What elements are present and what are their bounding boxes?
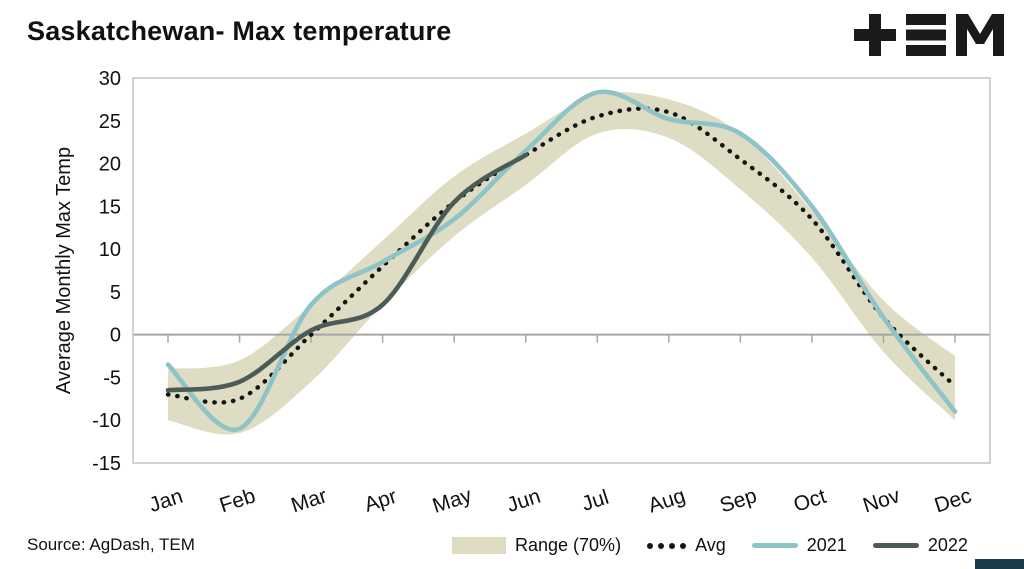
legend-label-range: Range (70%): [515, 535, 622, 555]
chart-legend: Range (70%) Avg 2021 2022: [452, 535, 968, 556]
line-2022-swatch: [872, 543, 919, 548]
y-tick-label: 10: [99, 239, 121, 261]
legend-item-range: Range (70%): [452, 535, 621, 556]
chart-title: Saskatchewan- Max temperature: [27, 16, 452, 46]
series-2021-line: [165, 89, 958, 433]
y-tick-label: 25: [99, 111, 121, 133]
legend-label-2021: 2021: [806, 535, 847, 555]
logo-bar-2: [906, 29, 946, 41]
y-tick-label: 15: [99, 196, 121, 218]
legend-item-avg: Avg: [647, 535, 726, 556]
x-tick-label: Feb: [217, 484, 259, 517]
y-tick-label: 20: [99, 154, 121, 176]
x-tick-label: Jul: [579, 486, 612, 516]
x-tick-label: Oct: [791, 485, 829, 517]
plot-frame: [132, 77, 991, 464]
corner-accent: [975, 559, 1024, 569]
x-tick-label: Nov: [860, 484, 903, 518]
x-tick-label: May: [430, 484, 475, 518]
y-tick-label: -5: [103, 367, 121, 389]
dot-icon: [658, 542, 665, 549]
legend-label-2022: 2022: [927, 535, 968, 555]
range-swatch: [452, 537, 506, 554]
x-tick-label: Apr: [362, 485, 400, 517]
logo-letter-m: [956, 14, 1004, 56]
legend-item-2021: 2021: [751, 535, 847, 556]
dot-icon: [647, 542, 654, 549]
tem-logo: [854, 14, 1004, 56]
line-2021-swatch: [751, 543, 798, 548]
y-tick-label: 30: [99, 68, 121, 90]
dot-icon: [680, 542, 687, 549]
y-axis-title: Average Monthly Max Temp: [53, 147, 75, 394]
logo-plus-h: [854, 29, 896, 41]
x-tick-label: Aug: [645, 484, 688, 517]
logo-bar-1: [906, 14, 946, 25]
x-tick-label: Mar: [288, 484, 330, 517]
dot-icon: [669, 542, 676, 549]
x-tick-label: Jun: [504, 485, 543, 517]
logo-bar-3: [906, 45, 946, 56]
y-tick-label: -15: [92, 453, 121, 475]
legend-item-2022: 2022: [872, 535, 968, 556]
y-tick-label: 0: [110, 325, 121, 347]
range-band: [168, 92, 955, 435]
avg-line: [165, 106, 958, 405]
x-tick-label: Jan: [146, 485, 185, 517]
y-tick-label: 5: [110, 282, 121, 304]
x-tick-label: Sep: [717, 484, 760, 517]
x-tick-label: Dec: [932, 484, 975, 517]
series-2022-line: [165, 152, 529, 393]
y-tick-label: -10: [92, 410, 121, 432]
source-text: Source: AgDash, TEM: [27, 535, 195, 554]
legend-label-avg: Avg: [695, 535, 726, 555]
avg-swatch: [647, 542, 687, 549]
